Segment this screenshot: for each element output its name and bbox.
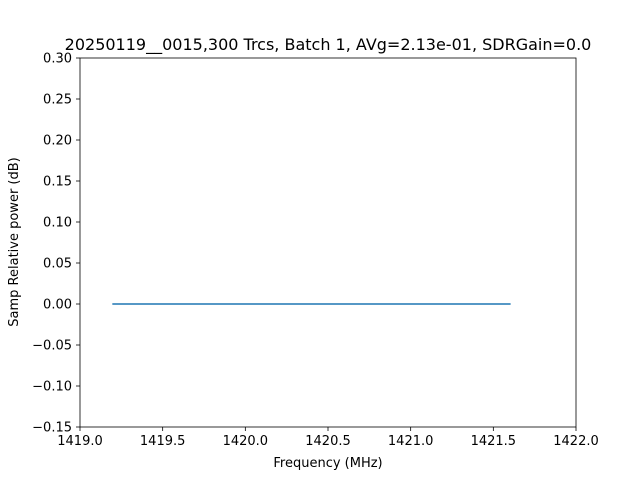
y-tick-label: −0.10: [32, 380, 72, 395]
y-tick-label: 0.15: [43, 175, 72, 190]
y-tick-label: 0.20: [43, 134, 72, 149]
y-tick-label: 0.00: [43, 298, 72, 313]
y-axis-label: Samp Relative power (dB): [7, 157, 22, 326]
x-tick-label: 1421.5: [471, 434, 517, 449]
plot-area: 1419.0 1419.5 1420.0 1420.5 1421.0 1421.5 1422…: [32, 52, 599, 450]
x-tick-label: 1420.5: [305, 434, 351, 449]
x-tick-label: 1422.0: [553, 434, 599, 449]
x-tick-label: 1419.5: [140, 434, 186, 449]
y-tick-label: 0.10: [43, 216, 72, 231]
x-axis-label: Frequency (MHz): [273, 456, 382, 471]
x-tick-label: 1421.0: [388, 434, 434, 449]
x-tick-label: 1420.0: [223, 434, 269, 449]
y-tick-label: 0.05: [43, 257, 72, 272]
x-tick-label: 1419.0: [57, 434, 103, 449]
y-tick-label: −0.05: [32, 339, 72, 354]
y-tick-label: 0.30: [43, 52, 72, 67]
y-tick-label: −0.15: [32, 421, 72, 436]
y-tick-label: 0.25: [43, 93, 72, 108]
chart-title: 20250119__0015,300 Trcs, Batch 1, AVg=2.…: [65, 35, 592, 55]
